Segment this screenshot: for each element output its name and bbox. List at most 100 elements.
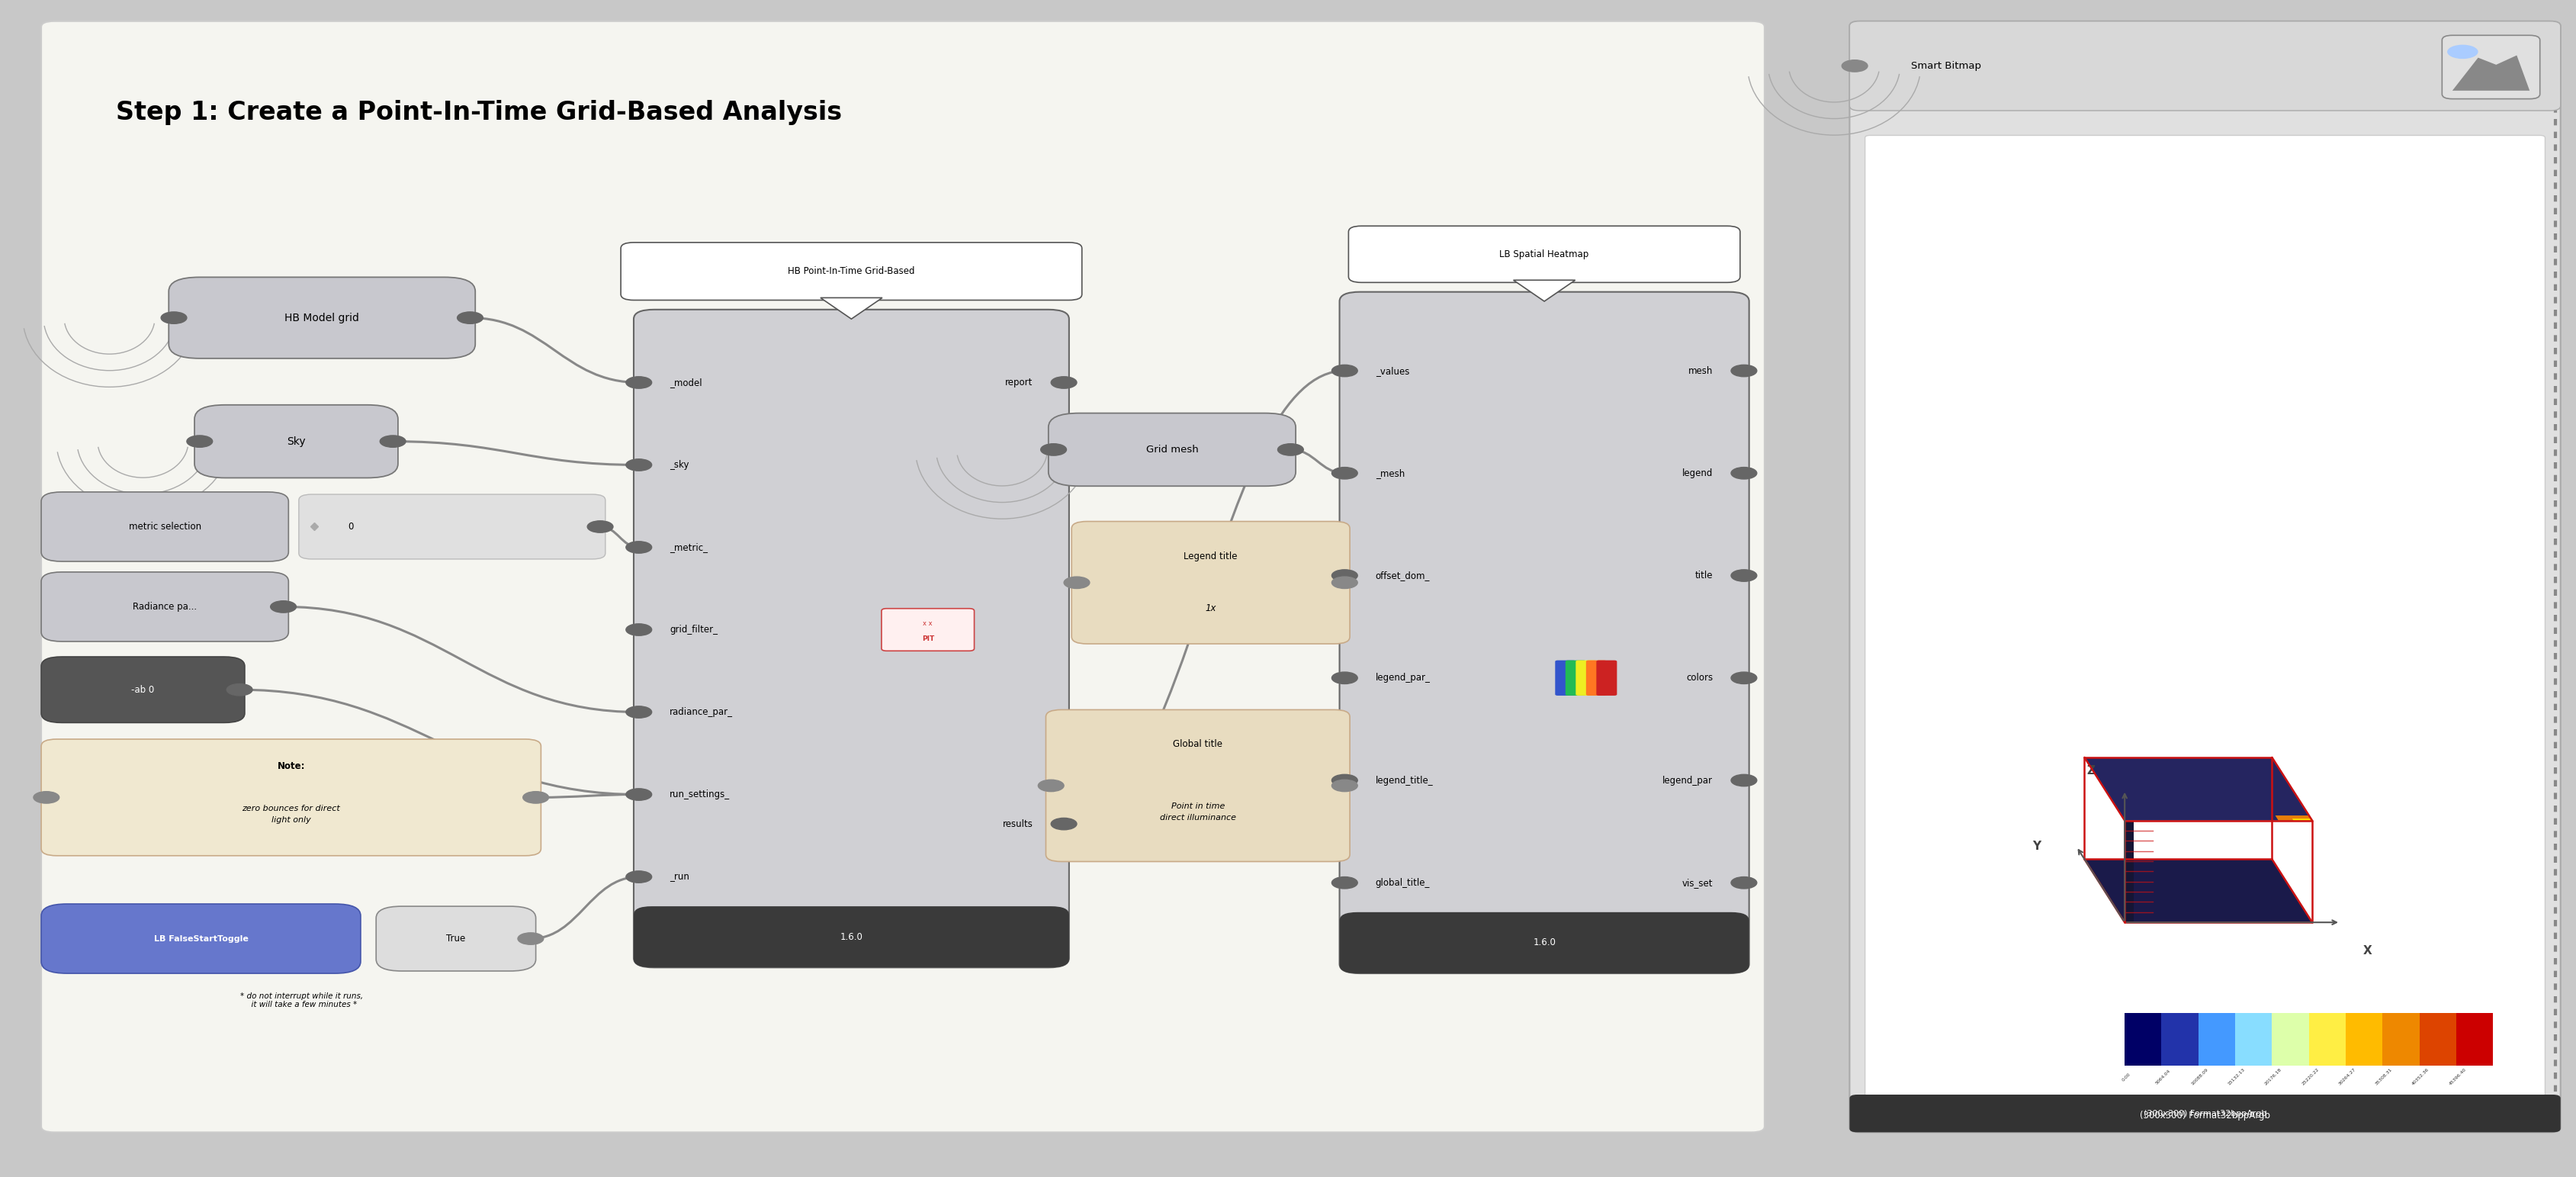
FancyBboxPatch shape <box>1340 292 1749 973</box>
FancyBboxPatch shape <box>1556 660 1577 696</box>
Circle shape <box>162 312 188 324</box>
Circle shape <box>1278 444 1303 455</box>
FancyBboxPatch shape <box>1350 226 1741 282</box>
Text: mesh: mesh <box>1687 366 1713 375</box>
Circle shape <box>459 312 482 324</box>
FancyBboxPatch shape <box>196 405 397 478</box>
Text: legend_par: legend_par <box>1662 776 1713 785</box>
FancyBboxPatch shape <box>1072 521 1350 644</box>
Text: HB Point-In-Time Grid-Based: HB Point-In-Time Grid-Based <box>788 266 914 277</box>
Text: Point in time
direct illuminance: Point in time direct illuminance <box>1159 803 1236 822</box>
Text: 1x: 1x <box>1206 604 1216 613</box>
Circle shape <box>1332 467 1358 479</box>
Text: (300x300) Format32bppArgb: (300x300) Format32bppArgb <box>2143 1110 2267 1117</box>
FancyBboxPatch shape <box>170 278 474 358</box>
Circle shape <box>1332 365 1358 377</box>
FancyBboxPatch shape <box>2442 35 2540 99</box>
FancyBboxPatch shape <box>376 906 536 971</box>
Circle shape <box>1842 60 1868 72</box>
Text: Note:: Note: <box>278 762 304 771</box>
FancyBboxPatch shape <box>1850 21 2561 1132</box>
Text: 0: 0 <box>348 521 353 532</box>
Text: True: True <box>446 933 466 944</box>
Text: run_settings_: run_settings_ <box>670 790 729 799</box>
Circle shape <box>587 520 613 532</box>
Text: PIT: PIT <box>922 636 935 643</box>
Circle shape <box>626 706 652 718</box>
FancyBboxPatch shape <box>634 906 1069 967</box>
Text: title: title <box>1695 571 1713 580</box>
FancyBboxPatch shape <box>1046 710 1350 862</box>
Text: zero bounces for direct
light only: zero bounces for direct light only <box>242 805 340 824</box>
Circle shape <box>523 791 549 803</box>
FancyBboxPatch shape <box>1865 135 2545 1097</box>
Polygon shape <box>2452 55 2530 91</box>
Circle shape <box>626 789 652 800</box>
Circle shape <box>626 377 652 388</box>
FancyBboxPatch shape <box>41 657 245 723</box>
Text: 1.6.0: 1.6.0 <box>1533 938 1556 947</box>
Text: LB FalseStartToggle: LB FalseStartToggle <box>155 935 247 943</box>
Text: -ab 0: -ab 0 <box>131 685 155 694</box>
Circle shape <box>626 624 652 636</box>
Text: _run: _run <box>670 872 690 882</box>
Circle shape <box>381 435 404 447</box>
Circle shape <box>1731 877 1757 889</box>
Circle shape <box>1731 467 1757 479</box>
Circle shape <box>1041 444 1066 455</box>
FancyBboxPatch shape <box>41 739 541 856</box>
FancyBboxPatch shape <box>1587 660 1607 696</box>
FancyBboxPatch shape <box>621 242 1082 300</box>
Text: Legend title: Legend title <box>1185 552 1236 561</box>
Text: LB Spatial Heatmap: LB Spatial Heatmap <box>1499 250 1589 259</box>
Text: legend: legend <box>1682 468 1713 478</box>
Circle shape <box>1051 818 1077 830</box>
Polygon shape <box>819 298 881 319</box>
Circle shape <box>518 932 544 944</box>
FancyBboxPatch shape <box>1577 660 1597 696</box>
Text: Grid mesh: Grid mesh <box>1146 445 1198 454</box>
Circle shape <box>1064 577 1090 588</box>
Circle shape <box>626 541 652 553</box>
Circle shape <box>1332 774 1358 786</box>
Text: (300x300) Format32bppArgb: (300x300) Format32bppArgb <box>2141 1111 2269 1121</box>
Circle shape <box>1332 577 1358 588</box>
Text: global_title_: global_title_ <box>1376 878 1430 887</box>
FancyBboxPatch shape <box>634 310 1069 967</box>
Circle shape <box>1731 570 1757 581</box>
Circle shape <box>1731 774 1757 786</box>
Circle shape <box>227 684 252 696</box>
Text: HB Model grid: HB Model grid <box>286 312 358 324</box>
Text: metric selection: metric selection <box>129 521 201 532</box>
Circle shape <box>1332 570 1358 581</box>
Circle shape <box>188 435 214 447</box>
FancyBboxPatch shape <box>1597 660 1618 696</box>
Text: * do not interrupt while it runs,
  it will take a few minutes *: * do not interrupt while it runs, it wil… <box>240 992 363 1009</box>
FancyBboxPatch shape <box>1566 660 1587 696</box>
Text: _mesh: _mesh <box>1376 468 1404 478</box>
FancyBboxPatch shape <box>1048 413 1296 486</box>
Text: grid_filter_: grid_filter_ <box>670 625 719 634</box>
Text: _values: _values <box>1376 366 1409 375</box>
Text: colors: colors <box>1687 673 1713 683</box>
Text: _model: _model <box>670 378 703 387</box>
Text: Sky: Sky <box>286 435 307 447</box>
Text: offset_dom_: offset_dom_ <box>1376 571 1430 580</box>
FancyBboxPatch shape <box>41 21 1765 1132</box>
FancyBboxPatch shape <box>1850 21 2561 111</box>
Circle shape <box>1038 779 1064 791</box>
Circle shape <box>2447 45 2478 59</box>
Text: x x: x x <box>922 620 933 627</box>
FancyBboxPatch shape <box>1850 1095 2561 1132</box>
Text: Smart Bitmap: Smart Bitmap <box>1911 61 1981 71</box>
Text: results: results <box>1002 819 1033 829</box>
Circle shape <box>626 871 652 883</box>
Text: report: report <box>1005 378 1033 387</box>
FancyBboxPatch shape <box>41 492 289 561</box>
FancyBboxPatch shape <box>1340 912 1749 973</box>
Text: 1.6.0: 1.6.0 <box>840 932 863 942</box>
FancyBboxPatch shape <box>881 609 974 651</box>
Circle shape <box>1332 779 1358 791</box>
Text: radiance_par_: radiance_par_ <box>670 707 734 717</box>
Circle shape <box>1731 365 1757 377</box>
